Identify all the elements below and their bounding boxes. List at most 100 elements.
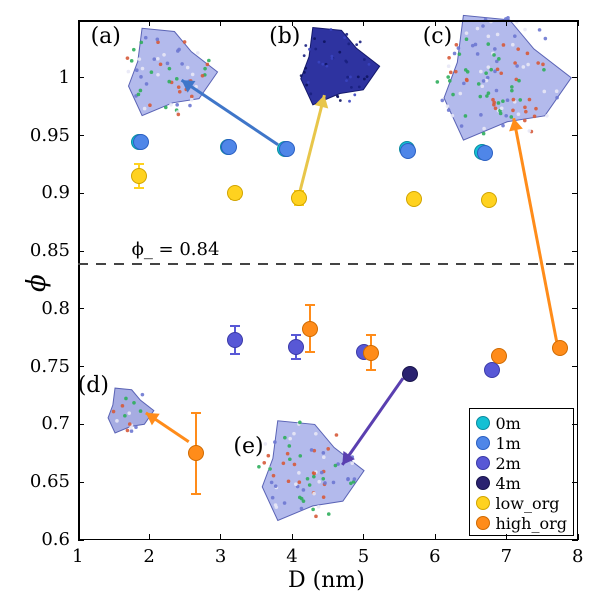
x-tick-label: 6 <box>429 546 440 567</box>
marker-high_org <box>363 345 379 361</box>
legend-swatch <box>476 436 490 450</box>
legend-item-0m: 0m <box>476 413 568 433</box>
x-tick <box>78 20 79 26</box>
y-tick <box>78 135 84 136</box>
x-tick-label: 8 <box>572 546 583 567</box>
y-tick <box>572 482 578 483</box>
legend: 0m1m2m4mlow_orghigh_org <box>469 408 575 536</box>
y-tick <box>78 482 84 483</box>
errorbar-cap <box>305 304 315 306</box>
panel-label-a: (a) <box>91 24 121 49</box>
y-tick <box>78 193 84 194</box>
legend-label: 4m <box>496 474 521 493</box>
y-tick-label: 0.65 <box>30 471 70 492</box>
x-tick-label: 7 <box>501 546 512 567</box>
errorbar-cap <box>366 334 376 336</box>
marker-high_org <box>302 321 318 337</box>
x-tick <box>149 20 150 26</box>
x-tick <box>149 534 150 540</box>
y-tick-label: 0.75 <box>30 356 70 377</box>
y-tick <box>572 424 578 425</box>
legend-label: 1m <box>496 434 521 453</box>
legend-label: high_org <box>496 514 568 533</box>
y-tick-label: 0.6 <box>41 529 70 550</box>
x-tick <box>363 20 364 26</box>
y-axis-label: ϕ <box>22 274 52 292</box>
x-tick <box>220 20 221 26</box>
spine-top <box>78 20 578 22</box>
legend-label: 0m <box>496 414 521 433</box>
x-tick-label: 2 <box>143 546 154 567</box>
x-tick <box>292 534 293 540</box>
legend-item-low_org: low_org <box>476 493 568 513</box>
legend-swatch <box>476 516 490 530</box>
legend-swatch <box>476 496 490 510</box>
errorbar-cap <box>134 163 144 165</box>
x-tick <box>506 20 507 26</box>
y-tick <box>572 251 578 252</box>
y-tick <box>78 540 84 541</box>
ref-line-label: ϕ_ = 0.84 <box>132 239 220 260</box>
x-tick <box>363 534 364 540</box>
y-tick <box>78 308 84 309</box>
y-tick <box>78 424 84 425</box>
y-tick-label: 0.8 <box>41 298 70 319</box>
legend-swatch <box>476 416 490 430</box>
errorbar-cap <box>191 412 201 414</box>
ref-line <box>78 263 578 265</box>
y-tick <box>78 366 84 367</box>
marker-low_org <box>131 168 147 184</box>
legend-item-4m: 4m <box>476 473 568 493</box>
legend-item-high_org: high_org <box>476 513 568 533</box>
legend-label: 2m <box>496 454 521 473</box>
errorbar-cap <box>134 187 144 189</box>
y-tick-label: 0.85 <box>30 240 70 261</box>
figure: (a) (b) (c) (d) (e) ϕ_ = 0.84 D (nm) ϕ 0… <box>0 0 600 596</box>
panel-label-d: (d) <box>78 373 109 398</box>
y-tick <box>572 77 578 78</box>
y-tick <box>572 193 578 194</box>
panel-label-e: (e) <box>233 434 263 459</box>
y-tick <box>572 540 578 541</box>
errorbar-cap <box>291 358 301 360</box>
marker-low_org <box>481 192 497 208</box>
x-tick <box>435 20 436 26</box>
x-axis-label: D (nm) <box>288 568 365 593</box>
x-tick-label: 5 <box>358 546 369 567</box>
spine-left <box>78 20 80 540</box>
panel-label-b: (b) <box>269 24 300 49</box>
marker-1m <box>477 145 493 161</box>
y-tick-label: 1 <box>59 67 70 88</box>
marker-low_org <box>406 191 422 207</box>
x-tick-label: 1 <box>72 546 83 567</box>
legend-item-1m: 1m <box>476 433 568 453</box>
y-tick <box>572 308 578 309</box>
y-tick-label: 0.95 <box>30 125 70 146</box>
y-tick-label: 0.7 <box>41 413 70 434</box>
legend-swatch <box>476 476 490 490</box>
spine-right <box>577 20 579 540</box>
y-tick <box>572 135 578 136</box>
marker-4m <box>402 366 418 382</box>
errorbar-cap <box>305 351 315 353</box>
errorbar-cap <box>230 353 240 355</box>
x-tick-label: 3 <box>215 546 226 567</box>
x-tick <box>220 534 221 540</box>
y-tick <box>78 77 84 78</box>
legend-item-2m: 2m <box>476 453 568 473</box>
y-tick-label: 0.9 <box>41 182 70 203</box>
errorbar-cap <box>230 325 240 327</box>
legend-label: low_org <box>496 494 560 513</box>
x-tick <box>578 20 579 26</box>
marker-2m <box>288 339 304 355</box>
marker-1m <box>400 143 416 159</box>
x-tick <box>292 20 293 26</box>
x-tick-label: 4 <box>286 546 297 567</box>
x-tick <box>435 534 436 540</box>
y-tick <box>78 251 84 252</box>
errorbar-cap <box>291 334 301 336</box>
errorbar-cap <box>191 493 201 495</box>
x-tick <box>506 534 507 540</box>
spine-bottom <box>78 539 578 541</box>
panel-label-c: (c) <box>423 24 453 49</box>
